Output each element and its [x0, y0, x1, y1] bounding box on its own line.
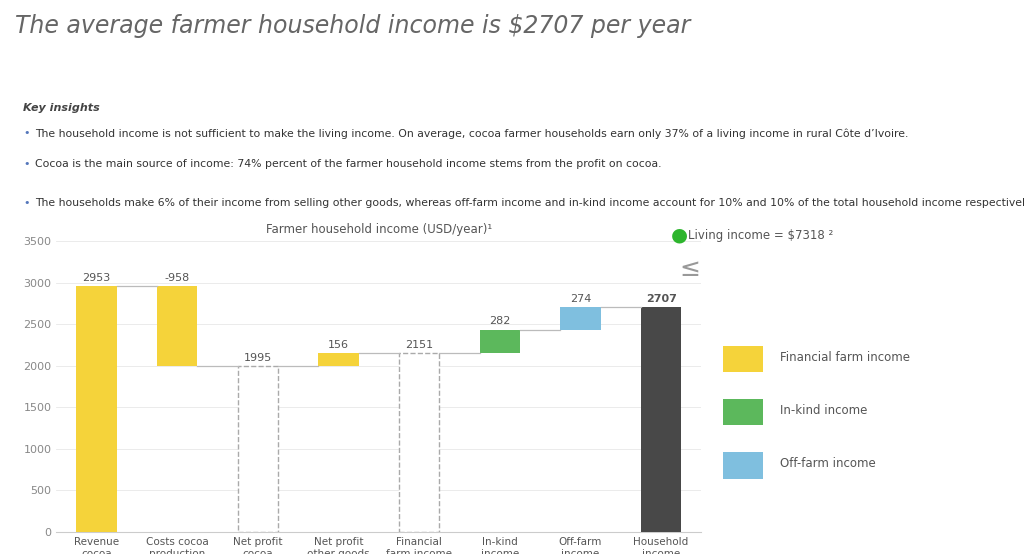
Bar	[479, 330, 520, 353]
Text: ●: ●	[671, 226, 688, 245]
Bar	[77, 286, 117, 532]
Bar	[560, 307, 601, 330]
Text: •: •	[24, 128, 30, 138]
Text: 2707: 2707	[646, 294, 677, 304]
Text: •: •	[24, 198, 30, 208]
Bar	[399, 353, 439, 532]
Text: In-kind income: In-kind income	[780, 404, 867, 417]
Text: Cocoa is the main source of income: 74% percent of the farmer household income s: Cocoa is the main source of income: 74% …	[35, 160, 662, 170]
FancyBboxPatch shape	[723, 399, 763, 425]
Text: 156: 156	[328, 340, 349, 350]
Text: Off-farm income: Off-farm income	[780, 457, 876, 470]
Text: -958: -958	[165, 273, 189, 283]
Text: 282: 282	[489, 316, 511, 326]
Text: The household income is not sufficient to make the living income. On average, co: The household income is not sufficient t…	[35, 128, 908, 138]
Text: 2953: 2953	[83, 273, 111, 283]
Title: Farmer household income (USD/year)¹: Farmer household income (USD/year)¹	[266, 223, 492, 235]
Text: The households make 6% of their income from selling other goods, whereas off-far: The households make 6% of their income f…	[35, 198, 1024, 208]
Text: 2151: 2151	[406, 340, 433, 350]
Text: 1995: 1995	[244, 353, 272, 363]
Bar	[641, 307, 681, 532]
Text: ≤: ≤	[679, 257, 700, 281]
Bar	[238, 366, 279, 532]
Text: Key insights: Key insights	[24, 103, 100, 114]
Bar	[318, 353, 358, 366]
FancyBboxPatch shape	[723, 346, 763, 372]
FancyBboxPatch shape	[723, 452, 763, 479]
Bar	[157, 286, 198, 366]
Text: Living income = $7318 ²: Living income = $7318 ²	[688, 229, 834, 242]
Text: •: •	[24, 160, 30, 170]
Text: 274: 274	[569, 294, 591, 304]
Text: The average farmer household income is $2707 per year: The average farmer household income is $…	[15, 14, 691, 38]
Text: Financial farm income: Financial farm income	[780, 351, 910, 364]
